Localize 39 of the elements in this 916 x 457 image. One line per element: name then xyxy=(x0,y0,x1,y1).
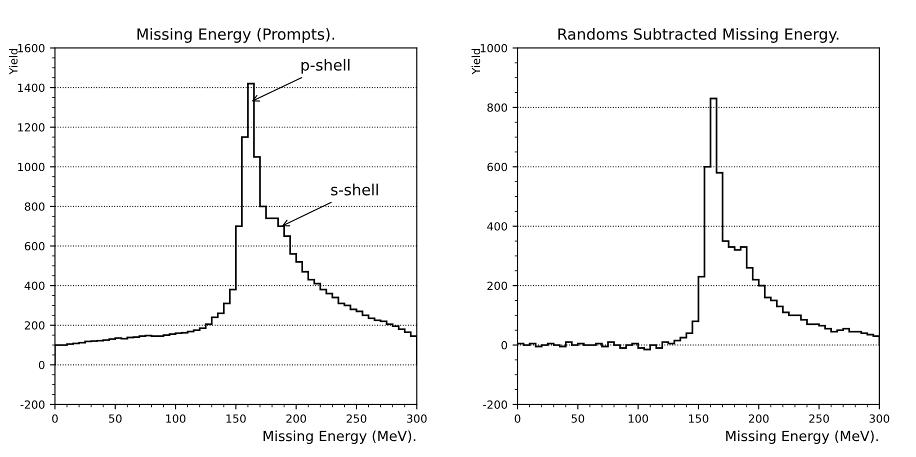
x-tick-label: 100 xyxy=(166,414,186,423)
y-tick-label: 600 xyxy=(487,162,508,172)
y-tick-label: 800 xyxy=(487,103,508,112)
y-tick-label: 800 xyxy=(24,202,44,211)
x-tick-label: 50 xyxy=(572,414,584,423)
y-tick-label: 1600 xyxy=(18,44,44,52)
x-tick-label: 300 xyxy=(870,414,890,423)
y-tick-label: 200 xyxy=(487,282,508,290)
x-tick-label: 200 xyxy=(286,414,306,423)
y-tick-label: 0 xyxy=(501,341,508,350)
x-tick-label: 0 xyxy=(514,414,520,423)
y-axis-title: Yield xyxy=(8,48,18,74)
x-tick-label: 50 xyxy=(109,414,122,423)
y-tick-label: 200 xyxy=(24,321,44,330)
y-tick-label: 1200 xyxy=(18,123,44,132)
chart-title: Randoms Subtracted Missing Energy. xyxy=(558,28,838,43)
y-tick-label: 400 xyxy=(24,282,44,290)
y-tick-label: 600 xyxy=(24,242,44,250)
y-tick-label: -200 xyxy=(483,400,508,409)
x-tick-label: 100 xyxy=(628,414,648,423)
y-tick-label: -200 xyxy=(20,400,44,409)
y-axis-title: Yield xyxy=(472,48,480,74)
x-axis-title: Missing Energy (MeV). xyxy=(726,430,878,444)
y-tick-label: 400 xyxy=(487,222,508,231)
x-tick-label: 150 xyxy=(226,414,246,423)
y-tick-label: 0 xyxy=(38,360,44,370)
x-tick-label: 150 xyxy=(689,414,708,423)
x-tick-label: 0 xyxy=(52,414,58,423)
annotation: s-shell xyxy=(331,184,378,196)
y-tick-label: 1000 xyxy=(18,162,44,172)
y-tick-label: 1400 xyxy=(18,84,44,92)
chart-title: Missing Energy (Prompts). xyxy=(138,28,334,43)
x-tick-label: 200 xyxy=(748,414,769,423)
x-tick-label: 300 xyxy=(407,414,427,423)
x-tick-label: 250 xyxy=(809,414,829,423)
annotation: p-shell xyxy=(302,58,350,74)
y-tick-label: 1000 xyxy=(480,44,508,52)
x-axis-title: Missing Energy (MeV). xyxy=(264,430,416,444)
x-tick-label: 250 xyxy=(346,414,366,423)
